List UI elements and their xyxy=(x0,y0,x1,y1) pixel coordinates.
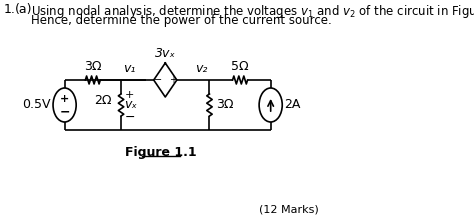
Text: 2A: 2A xyxy=(284,99,301,111)
Text: 3vₓ: 3vₓ xyxy=(155,47,176,60)
Text: +: + xyxy=(60,94,69,104)
Text: 3Ω: 3Ω xyxy=(216,99,234,111)
Text: +: + xyxy=(125,90,134,100)
Text: (12 Marks): (12 Marks) xyxy=(259,204,319,214)
Text: Hence, determine the power of the current source.: Hence, determine the power of the curren… xyxy=(31,14,331,27)
Text: Using nodal analysis, determine the voltages $v_1$ and $v_2$ of the circuit in F: Using nodal analysis, determine the volt… xyxy=(31,3,474,20)
Text: −: − xyxy=(125,111,135,124)
Text: 0.5V: 0.5V xyxy=(22,99,51,111)
Text: −: − xyxy=(154,75,162,85)
Text: 2Ω: 2Ω xyxy=(94,94,111,107)
Text: 1.: 1. xyxy=(3,3,15,16)
Text: 5Ω: 5Ω xyxy=(231,60,249,73)
Text: 3Ω: 3Ω xyxy=(84,60,101,73)
Text: v₁: v₁ xyxy=(123,62,136,75)
Text: v₂: v₂ xyxy=(195,62,208,75)
Text: Figure 1.1: Figure 1.1 xyxy=(125,146,197,159)
Text: +: + xyxy=(169,75,177,85)
Text: −: − xyxy=(59,106,70,119)
Text: vₓ: vₓ xyxy=(125,99,137,111)
Text: (a): (a) xyxy=(15,3,32,16)
